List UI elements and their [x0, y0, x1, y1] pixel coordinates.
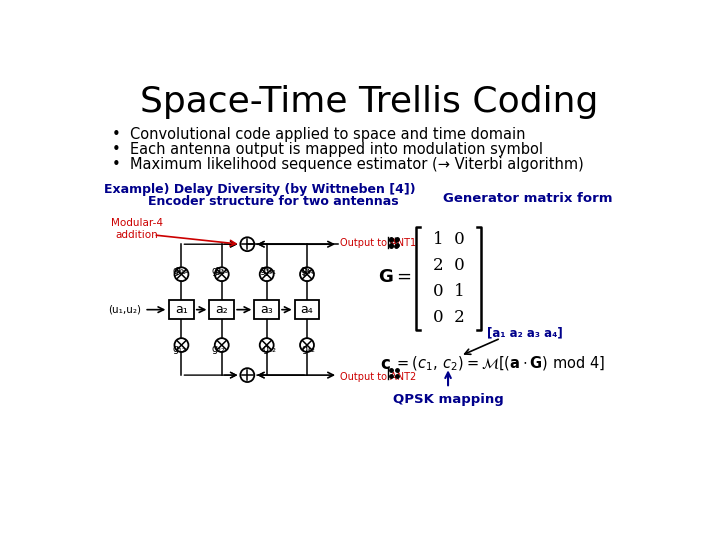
Text: Encoder structure for two antennas: Encoder structure for two antennas — [148, 194, 399, 207]
Text: 0  2: 0 2 — [433, 309, 464, 326]
FancyBboxPatch shape — [254, 300, 279, 319]
Text: g₄₁: g₄₁ — [300, 265, 314, 275]
Text: Example) Delay Diversity (by Wittneben [4]): Example) Delay Diversity (by Wittneben [… — [104, 183, 415, 196]
Text: •  Maximum likelihood sequence estimator (→ Viterbi algorithm): • Maximum likelihood sequence estimator … — [112, 157, 583, 172]
Text: Output to ANT1: Output to ANT1 — [340, 238, 415, 248]
Text: Generator matrix form: Generator matrix form — [443, 192, 612, 205]
Text: g₄₁: g₄₁ — [302, 266, 315, 276]
Text: 2  0: 2 0 — [433, 257, 464, 274]
Text: •  Convolutional code applied to space and time domain: • Convolutional code applied to space an… — [112, 126, 525, 141]
Text: a₂: a₂ — [215, 303, 228, 316]
Text: $\mathbf{c}$: $\mathbf{c}$ — [380, 355, 391, 373]
Text: g₃₁: g₃₁ — [260, 265, 274, 275]
Text: a₁: a₁ — [175, 303, 188, 316]
Text: g₄₂: g₄₂ — [302, 345, 315, 354]
Text: g₁₂: g₁₂ — [173, 345, 186, 354]
FancyBboxPatch shape — [210, 300, 234, 319]
Text: g₁₁: g₁₁ — [174, 265, 189, 275]
Text: 0  1: 0 1 — [433, 283, 464, 300]
FancyBboxPatch shape — [169, 300, 194, 319]
Text: QPSK mapping: QPSK mapping — [392, 393, 503, 406]
Text: g₃₂: g₃₂ — [263, 345, 276, 354]
Text: a₄: a₄ — [301, 303, 313, 316]
FancyBboxPatch shape — [294, 300, 320, 319]
Text: g₂₁: g₂₁ — [215, 265, 229, 275]
Text: a₃: a₃ — [261, 303, 273, 316]
Text: 1  0: 1 0 — [433, 231, 464, 248]
Text: $\mathbf{G} =$: $\mathbf{G} =$ — [378, 267, 412, 286]
Text: g₂₁: g₂₁ — [212, 266, 225, 276]
Text: $= (c_1,\,c_2) = \mathcal{M}\left[(\mathbf{a} \cdot \mathbf{G})\ \mathrm{mod}\ 4: $= (c_1,\,c_2) = \mathcal{M}\left[(\math… — [394, 354, 606, 373]
Text: Modular-4
addition: Modular-4 addition — [110, 218, 163, 240]
Text: •  Each antenna output is mapped into modulation symbol: • Each antenna output is mapped into mod… — [112, 142, 543, 157]
Text: g₁₁: g₁₁ — [173, 266, 186, 276]
Text: g₂₂: g₂₂ — [212, 345, 225, 354]
Text: Space-Time Trellis Coding: Space-Time Trellis Coding — [140, 85, 598, 119]
Text: (u₁,u₂): (u₁,u₂) — [108, 305, 141, 315]
Text: g₃₁: g₃₁ — [263, 266, 276, 276]
Text: [a₁ a₂ a₃ a₄]: [a₁ a₂ a₃ a₄] — [487, 326, 562, 339]
Text: Output to ANT2: Output to ANT2 — [340, 372, 416, 382]
